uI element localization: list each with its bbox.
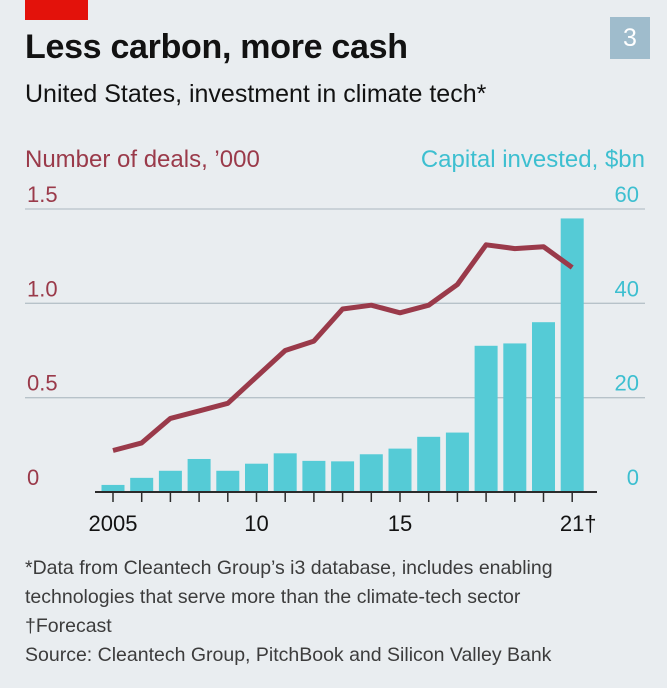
- right-tick-label: 60: [615, 182, 639, 207]
- bar: [503, 343, 527, 492]
- chart-title: Less carbon, more cash: [25, 28, 408, 66]
- source-note: Source: Cleantech Group, PitchBook and S…: [25, 644, 552, 666]
- bar: [445, 432, 469, 492]
- bar: [359, 454, 383, 492]
- bar: [216, 470, 240, 492]
- footnote-forecast: †Forecast: [25, 615, 112, 637]
- deals-line: [112, 242, 574, 453]
- footnote-line-2: technologies that serve more than the cl…: [25, 586, 521, 608]
- bar: [532, 322, 555, 492]
- left-tick-label: 0.5: [27, 371, 58, 396]
- left-tick-label: 0: [27, 465, 39, 490]
- bar: [302, 460, 326, 492]
- chart-subtitle: United States, investment in climate tec…: [25, 80, 487, 108]
- bar: [331, 461, 355, 492]
- x-tick-label: 2005: [89, 511, 138, 536]
- right-tick-label: 40: [615, 276, 639, 301]
- bar: [130, 477, 154, 492]
- bar: [560, 218, 584, 492]
- right-tick-label: 0: [627, 465, 639, 490]
- right-axis-label: Capital invested, $bn: [420, 146, 645, 173]
- bar: [388, 448, 412, 492]
- brand-red-tag: [25, 0, 88, 20]
- chart-number-badge: 3: [610, 17, 650, 59]
- left-tick-label: 1.0: [27, 276, 58, 301]
- bar: [245, 463, 268, 492]
- bar: [158, 470, 182, 492]
- x-tick-label: 21†: [560, 511, 597, 536]
- bar: [187, 458, 211, 492]
- left-axis-label: Number of deals, ’000: [25, 146, 260, 173]
- bar: [101, 484, 125, 492]
- x-tick-label: 10: [244, 511, 268, 536]
- footnote-line-1: *Data from Cleantech Group’s i3 database…: [25, 557, 553, 579]
- bar: [273, 453, 297, 492]
- bar: [474, 345, 498, 492]
- left-tick-label: 1.5: [27, 182, 58, 207]
- right-tick-label: 20: [615, 371, 639, 396]
- bar: [417, 436, 441, 492]
- x-tick-label: 15: [388, 511, 412, 536]
